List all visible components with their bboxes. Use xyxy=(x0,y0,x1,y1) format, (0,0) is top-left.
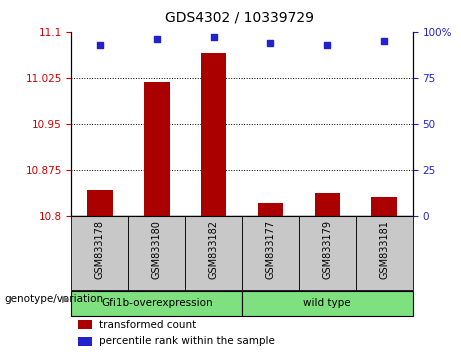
Point xyxy=(380,38,388,44)
Bar xyxy=(258,203,283,216)
Point xyxy=(267,40,274,46)
Bar xyxy=(242,291,413,315)
Bar xyxy=(299,216,356,290)
Text: transformed count: transformed count xyxy=(99,320,196,330)
Text: percentile rank within the sample: percentile rank within the sample xyxy=(99,336,275,347)
Bar xyxy=(78,337,92,346)
Text: GSM833177: GSM833177 xyxy=(266,220,276,279)
Bar xyxy=(314,193,340,216)
Text: GSM833180: GSM833180 xyxy=(152,220,162,279)
Bar xyxy=(144,82,170,216)
Bar xyxy=(242,216,299,290)
Bar xyxy=(372,196,397,216)
Bar xyxy=(356,216,413,290)
Bar xyxy=(78,320,92,329)
Text: genotype/variation: genotype/variation xyxy=(5,294,104,304)
Bar xyxy=(128,216,185,290)
Bar xyxy=(185,216,242,290)
Text: wild type: wild type xyxy=(303,298,351,308)
Text: GSM833181: GSM833181 xyxy=(379,220,389,279)
Bar xyxy=(201,53,226,216)
Point xyxy=(153,36,160,42)
Point xyxy=(210,35,217,40)
Point xyxy=(324,42,331,47)
Bar xyxy=(71,216,128,290)
Text: GSM833179: GSM833179 xyxy=(322,220,332,279)
Text: Gfi1b-overexpression: Gfi1b-overexpression xyxy=(101,298,213,308)
Text: GSM833182: GSM833182 xyxy=(208,220,219,279)
Text: GSM833178: GSM833178 xyxy=(95,220,105,279)
Text: GDS4302 / 10339729: GDS4302 / 10339729 xyxy=(165,11,314,25)
Point xyxy=(96,42,104,47)
Bar xyxy=(87,190,112,216)
Bar xyxy=(71,291,242,315)
Text: ▶: ▶ xyxy=(62,294,70,304)
